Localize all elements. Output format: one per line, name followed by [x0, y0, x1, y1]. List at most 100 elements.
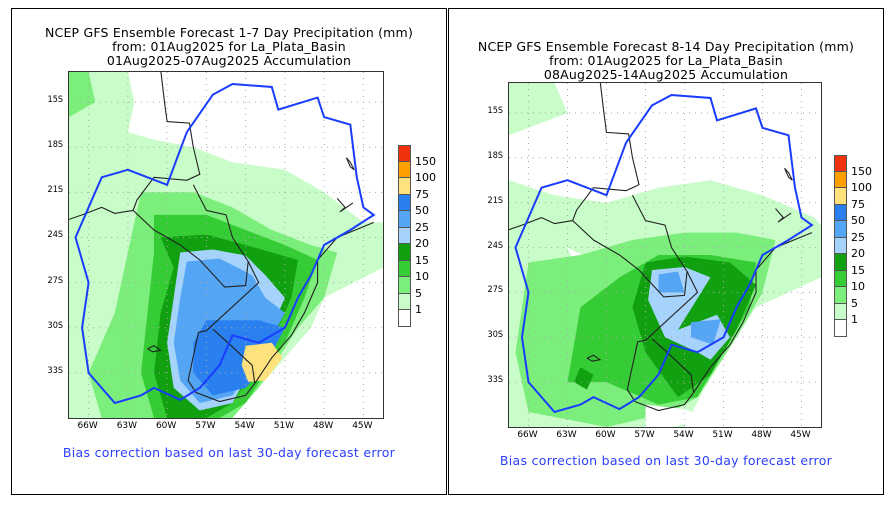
colorbar-label: 75 — [415, 187, 429, 201]
lon-tick-label: 57W — [634, 430, 655, 440]
colorbar-swatch — [834, 221, 847, 238]
lon-tick-label: 63W — [556, 430, 577, 440]
lon-tick-label: 60W — [595, 430, 616, 440]
precip-map-1-7-day — [68, 71, 384, 419]
panel-title-line3: 01Aug2025-07Aug2025 Accumulation — [106, 53, 352, 68]
colorbar-swatch — [398, 194, 411, 211]
colorbar-swatch — [834, 320, 847, 337]
colorbar-label: 100 — [415, 171, 436, 184]
precip-contour-5mm — [69, 72, 96, 118]
colorbar-swatch — [834, 155, 847, 172]
country-border — [693, 232, 813, 393]
lon-tick-label: 63W — [116, 421, 138, 431]
lon-tick-label: 54W — [234, 421, 255, 431]
colorbar-swatch — [398, 161, 411, 178]
precip-contour-25mm — [691, 319, 721, 345]
panel-8-14-day: NCEP GFS Ensemble Forecast 8-14 Day Prec… — [448, 8, 884, 495]
panel-title-line3: 08Aug2025-14Aug2025 Accumulation — [543, 67, 789, 82]
colorbar-swatch — [398, 293, 411, 310]
lat-tick-label: 24S — [487, 240, 503, 251]
map-canvas — [69, 72, 383, 418]
lat-tick-label: 21S — [47, 185, 63, 196]
precip-map-8-14-day — [508, 82, 822, 428]
map-canvas — [509, 83, 821, 427]
precip-contour-1mm — [684, 277, 821, 427]
precip-contour-25mm — [658, 271, 685, 293]
panel-title-line1: NCEP GFS Ensemble Forecast 8-14 Day Prec… — [477, 39, 855, 54]
colorbar-swatch — [834, 237, 847, 254]
lon-tick-label: 66W — [517, 430, 538, 440]
lat-tick-label: 15S — [487, 105, 503, 116]
colorbar-swatch — [834, 287, 847, 304]
lat-tick-label: 30S — [47, 320, 63, 331]
precip-contour-50mm — [193, 320, 285, 396]
precip-contour-15mm — [574, 367, 594, 390]
panel-1-7-day: NCEP GFS Ensemble Forecast 1-7 Day Preci… — [11, 8, 447, 495]
colorbar-label: 5 — [851, 296, 858, 310]
country-border — [147, 345, 163, 353]
precip-contour-1mm — [232, 267, 383, 418]
colorbar-swatch — [398, 310, 411, 327]
lon-tick-label: 48W — [751, 430, 772, 440]
country-border — [336, 198, 354, 213]
lon-tick-label: 45W — [790, 430, 811, 440]
panel-title-line1: NCEP GFS Ensemble Forecast 1-7 Day Preci… — [44, 25, 414, 40]
country-border — [132, 72, 201, 211]
colorbar-label: 1 — [851, 313, 858, 326]
country-border — [69, 206, 134, 220]
colorbar-swatch — [398, 244, 411, 261]
country-border — [586, 354, 602, 362]
country-border — [572, 194, 688, 298]
country-border — [784, 167, 793, 181]
colorbar-swatch — [398, 178, 411, 195]
colorbar-swatch — [398, 277, 411, 294]
lat-tick-label: 27S — [47, 275, 63, 286]
lat-tick-label: 15S — [47, 95, 63, 106]
lon-tick-label: 54W — [673, 430, 694, 440]
lon-tick-label: 66W — [77, 421, 98, 431]
colorbar-label: 100 — [851, 181, 872, 194]
colorbar — [834, 155, 847, 337]
lat-tick-label: 33S — [47, 365, 63, 376]
country-border — [775, 208, 792, 223]
colorbar-swatch — [834, 303, 847, 320]
colorbar-swatch — [398, 227, 411, 244]
colorbar-label: 150 — [851, 164, 872, 178]
lon-tick-label: 45W — [352, 421, 373, 431]
lat-tick-label: 18S — [47, 140, 63, 151]
colorbar-label: 1 — [415, 303, 422, 316]
colorbar-label: 15 — [851, 263, 865, 277]
colorbar-label: 150 — [415, 154, 436, 168]
country-border — [626, 271, 699, 412]
colorbar-swatch — [834, 270, 847, 287]
country-border — [132, 184, 249, 288]
country-border — [572, 83, 640, 221]
colorbar-label: 10 — [851, 280, 865, 293]
bias-correction-note: Bias correction based on last 30-day for… — [499, 453, 833, 468]
colorbar-label: 25 — [415, 220, 429, 234]
colorbar-label: 20 — [851, 247, 865, 260]
panel-title-line2: from: 01Aug2025 for La_Plata_Basin — [549, 53, 783, 68]
colorbar-label: 10 — [415, 270, 429, 283]
colorbar-label: 50 — [415, 204, 429, 217]
colorbar-swatch — [398, 260, 411, 277]
colorbar-swatch — [834, 188, 847, 205]
lat-tick-label: 33S — [487, 375, 503, 386]
lat-tick-label: 27S — [487, 285, 503, 296]
panel-title-line2: from: 01Aug2025 for La_Plata_Basin — [112, 39, 346, 54]
bias-correction-note: Bias correction based on last 30-day for… — [62, 445, 396, 460]
colorbar-swatch — [834, 204, 847, 221]
precip-contour-1mm — [509, 83, 568, 136]
colorbar-label: 20 — [415, 237, 429, 250]
lon-tick-label: 51W — [712, 430, 733, 440]
colorbar — [398, 145, 411, 327]
lon-tick-label: 60W — [155, 421, 177, 431]
lon-tick-label: 51W — [273, 421, 295, 431]
country-border — [509, 217, 573, 231]
colorbar-swatch — [398, 211, 411, 228]
colorbar-label: 25 — [851, 230, 865, 244]
country-border — [254, 221, 375, 384]
lat-tick-label: 21S — [487, 195, 503, 206]
colorbar-swatch — [834, 171, 847, 188]
lon-tick-label: 57W — [195, 421, 216, 431]
